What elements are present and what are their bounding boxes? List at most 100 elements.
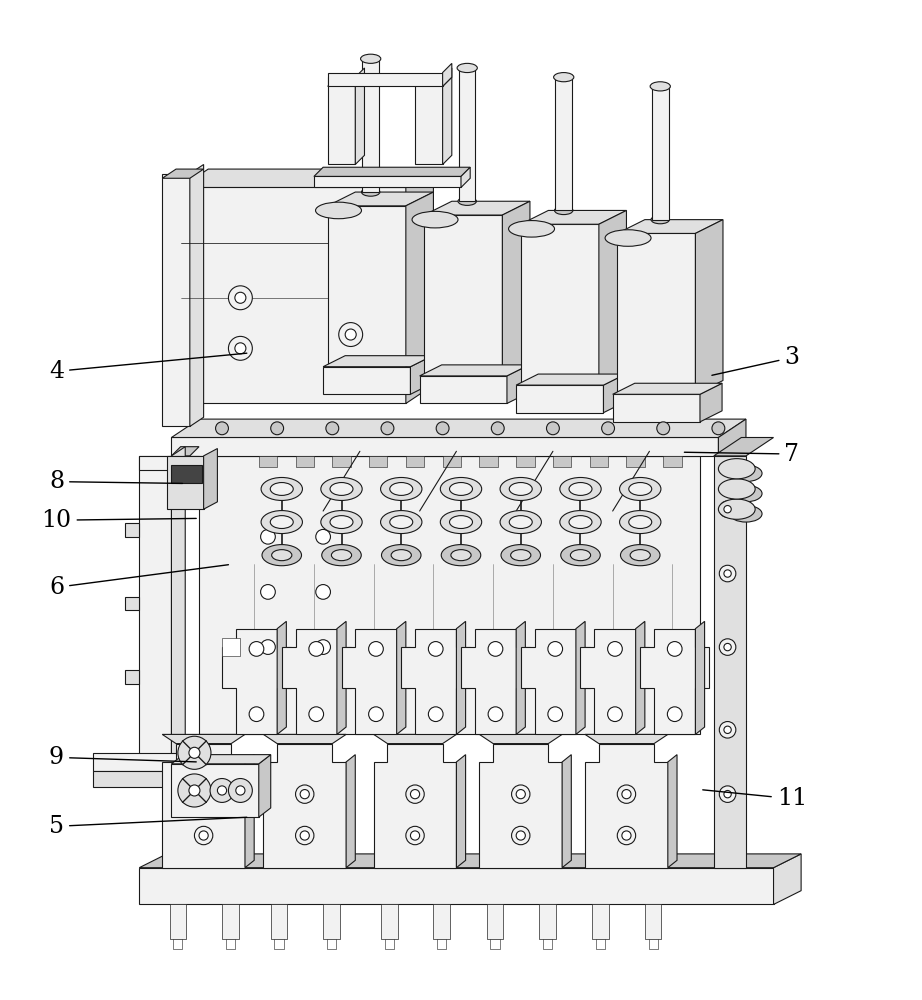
Circle shape [261,585,276,599]
Ellipse shape [450,483,472,495]
Circle shape [406,826,424,845]
Circle shape [315,585,330,599]
Polygon shape [181,169,433,187]
Polygon shape [663,456,681,467]
Ellipse shape [620,511,661,534]
Circle shape [668,707,682,722]
Circle shape [712,422,725,435]
Ellipse shape [390,516,413,528]
Polygon shape [479,456,498,467]
Circle shape [602,422,614,435]
Polygon shape [173,939,183,949]
Ellipse shape [571,550,591,561]
Ellipse shape [270,483,293,495]
Circle shape [315,529,330,544]
Polygon shape [593,904,609,939]
Polygon shape [259,755,271,817]
Circle shape [315,640,330,654]
Polygon shape [296,456,313,467]
Polygon shape [369,456,387,467]
Circle shape [229,286,253,310]
Circle shape [410,831,420,840]
Polygon shape [626,456,644,467]
Polygon shape [585,744,668,868]
Polygon shape [139,854,801,868]
Polygon shape [171,465,202,483]
Text: 4: 4 [49,353,247,383]
Polygon shape [521,629,590,734]
Ellipse shape [569,516,592,528]
Polygon shape [443,68,452,164]
Polygon shape [401,629,470,734]
Polygon shape [479,744,562,868]
Ellipse shape [361,188,380,196]
Circle shape [724,506,731,513]
Circle shape [516,790,526,799]
Circle shape [249,642,264,656]
Polygon shape [171,447,185,762]
Polygon shape [443,63,452,86]
Polygon shape [516,374,625,385]
Polygon shape [617,233,695,394]
Polygon shape [635,621,644,734]
Polygon shape [93,771,199,787]
Circle shape [369,707,384,722]
Ellipse shape [261,477,302,500]
Circle shape [236,786,245,795]
Circle shape [547,422,560,435]
Polygon shape [222,904,239,939]
Circle shape [369,642,384,656]
Circle shape [621,790,631,799]
Ellipse shape [718,499,755,519]
Polygon shape [502,201,530,376]
Ellipse shape [560,477,601,500]
Circle shape [436,422,449,435]
Ellipse shape [381,477,422,500]
Ellipse shape [509,516,532,528]
Circle shape [309,707,324,722]
Polygon shape [323,904,339,939]
Circle shape [178,774,211,807]
Ellipse shape [553,73,573,82]
Polygon shape [590,456,609,467]
Text: 8: 8 [49,470,183,493]
Ellipse shape [261,511,302,534]
Polygon shape [162,169,204,178]
Polygon shape [695,621,704,734]
Ellipse shape [501,545,540,566]
Polygon shape [264,744,346,868]
Polygon shape [521,224,599,385]
Polygon shape [613,383,722,394]
Polygon shape [171,447,199,456]
Ellipse shape [321,511,362,534]
Polygon shape [327,73,443,86]
Polygon shape [346,755,355,868]
Ellipse shape [629,483,652,495]
Circle shape [199,790,208,799]
Polygon shape [327,77,452,86]
Circle shape [235,292,246,303]
Polygon shape [516,621,526,734]
Ellipse shape [458,197,477,205]
Ellipse shape [730,465,762,482]
Polygon shape [278,621,287,734]
Circle shape [325,422,338,435]
Circle shape [296,785,313,803]
Circle shape [548,707,562,722]
Circle shape [488,642,502,656]
Ellipse shape [605,230,651,246]
Ellipse shape [330,483,353,495]
Ellipse shape [630,550,650,561]
Polygon shape [516,385,604,413]
Polygon shape [323,356,432,367]
Circle shape [668,642,682,656]
Polygon shape [327,206,406,367]
Ellipse shape [391,550,411,561]
Polygon shape [222,638,241,656]
Polygon shape [516,456,535,467]
Polygon shape [597,939,606,949]
Ellipse shape [730,506,762,522]
Circle shape [229,779,253,802]
Circle shape [410,790,420,799]
Polygon shape [521,210,626,224]
